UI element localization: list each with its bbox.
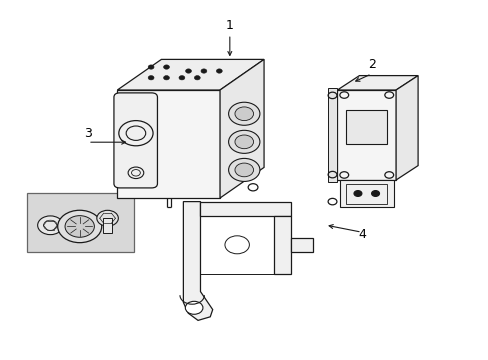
Circle shape: [234, 135, 253, 149]
Circle shape: [58, 210, 102, 243]
Text: 3: 3: [84, 127, 92, 140]
Circle shape: [65, 216, 94, 237]
Circle shape: [194, 76, 200, 80]
Bar: [339, 180, 393, 207]
Circle shape: [201, 69, 206, 73]
Circle shape: [228, 130, 260, 153]
Polygon shape: [273, 216, 290, 274]
Circle shape: [371, 191, 379, 197]
Bar: [27, 193, 134, 252]
FancyBboxPatch shape: [114, 93, 157, 188]
Circle shape: [216, 69, 222, 73]
Circle shape: [163, 76, 169, 80]
Circle shape: [228, 158, 260, 181]
Circle shape: [185, 301, 203, 314]
Circle shape: [224, 236, 249, 254]
Circle shape: [234, 163, 253, 177]
Circle shape: [228, 102, 260, 125]
Polygon shape: [337, 76, 417, 90]
Circle shape: [148, 65, 154, 69]
Text: 1: 1: [225, 19, 233, 32]
Circle shape: [179, 76, 184, 80]
Circle shape: [185, 69, 191, 73]
Polygon shape: [200, 202, 290, 216]
Polygon shape: [327, 88, 337, 182]
Text: 4: 4: [357, 228, 365, 240]
Bar: [346, 110, 386, 144]
Bar: [102, 218, 112, 233]
Polygon shape: [117, 59, 264, 90]
Polygon shape: [220, 59, 264, 198]
Polygon shape: [337, 90, 395, 180]
Circle shape: [148, 76, 154, 80]
Circle shape: [163, 65, 169, 69]
Polygon shape: [183, 202, 212, 320]
Polygon shape: [290, 238, 312, 252]
Text: 2: 2: [367, 58, 375, 71]
Circle shape: [234, 107, 253, 121]
Bar: [346, 184, 386, 204]
Circle shape: [353, 191, 361, 197]
Circle shape: [38, 216, 63, 235]
Circle shape: [97, 210, 118, 226]
Polygon shape: [117, 90, 220, 198]
Polygon shape: [395, 76, 417, 180]
